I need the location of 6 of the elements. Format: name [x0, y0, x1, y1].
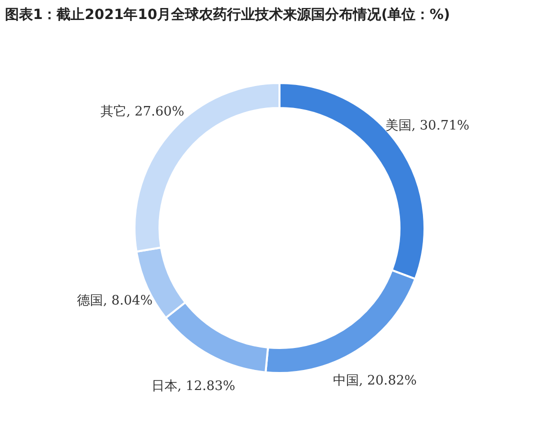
chart-title: 图表1：截止2021年10月全球农药行业技术来源国分布情况(单位：%) [5, 7, 450, 23]
slice-label: 中国, 20.82% [332, 374, 417, 389]
slice-label: 美国, 30.71% [386, 117, 470, 134]
slice-label: 德国, 8.04% [77, 294, 153, 309]
slice-label: 其它, 27.60% [100, 104, 184, 120]
slice-label: 日本, 12.83% [151, 379, 236, 394]
